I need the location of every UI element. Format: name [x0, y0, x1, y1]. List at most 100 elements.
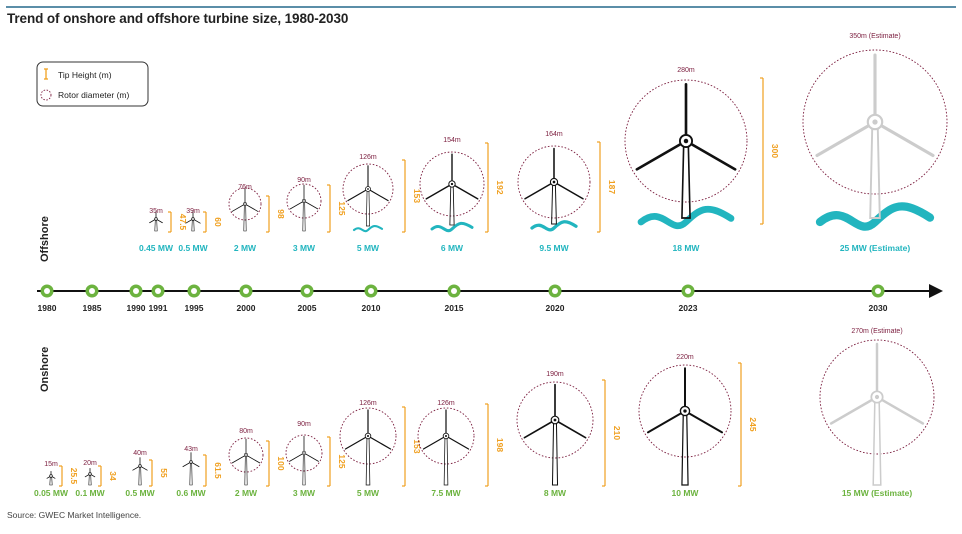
- rotor-diameter-label: 126m: [359, 154, 377, 161]
- wave-icon: [430, 221, 474, 233]
- tip-height-label: 198: [495, 438, 505, 452]
- hub-center: [366, 434, 370, 438]
- onshore-turbine-10: 270m (Estimate) 15 MW (Estimate): [819, 328, 935, 498]
- tip-height-marker: 245: [738, 362, 758, 487]
- tower: [872, 396, 882, 486]
- timeline-year-label: 2015: [445, 303, 464, 313]
- tip-height-label: 245: [748, 417, 758, 431]
- rotor-diameter-label: 90m: [297, 177, 311, 184]
- tip-height-marker: 55: [149, 459, 169, 487]
- offshore-section-label: Offshore: [39, 216, 51, 262]
- rotor-diameter-label: 15m: [44, 461, 58, 468]
- rotor-diameter-label: 90m: [297, 421, 311, 428]
- tower: [365, 435, 371, 486]
- onshore-turbine-2: 40m 55 0.5 MW: [125, 450, 169, 498]
- rotor-circle: [286, 183, 322, 219]
- hub-center: [303, 200, 305, 202]
- tower: [138, 465, 142, 486]
- blade: [646, 410, 686, 434]
- capacity-label: 0.5 MW: [125, 488, 155, 498]
- offshore-turbine-7: 280m 300 18 MW: [624, 67, 780, 253]
- hub-center: [303, 452, 305, 454]
- top-rule: [6, 6, 956, 8]
- rotor-circle: [417, 407, 475, 465]
- tower: [681, 410, 689, 486]
- onshore-turbine-9: 220m 245 10 MW: [638, 354, 758, 498]
- capacity-label: 5 MW: [357, 488, 380, 498]
- rotor-diameter-label: 126m: [359, 400, 377, 407]
- capacity-label: 0.5 MW: [178, 243, 208, 253]
- rotor-diameter-label: 126m: [437, 400, 455, 407]
- hub-center: [444, 434, 448, 438]
- capacity-label: 2 MW: [235, 488, 258, 498]
- timeline-node-center: [368, 288, 374, 294]
- hub-center: [89, 473, 91, 475]
- timeline-node-center: [451, 288, 457, 294]
- hub-center: [139, 465, 141, 467]
- tip-height-label: 210: [612, 426, 622, 440]
- tip-height-marker: 210: [602, 379, 622, 487]
- timeline-year-label: 1995: [185, 303, 204, 313]
- tower: [681, 140, 691, 219]
- legend: Tip Height (m) Rotor diameter (m): [36, 61, 149, 107]
- tip-height-label: 55: [159, 468, 169, 478]
- hub-center: [874, 394, 880, 400]
- timeline-node-center: [155, 288, 161, 294]
- onshore-turbine-6: 126m 153 5 MW: [339, 400, 422, 498]
- timeline-year-label: 1985: [83, 303, 102, 313]
- offshore-turbine-0: 35m 47.5 0.45 MW: [139, 208, 188, 253]
- rotor-diameter-label: 164m: [545, 131, 563, 138]
- rotor-diameter-legend-icon: [40, 89, 52, 101]
- tower: [443, 435, 449, 486]
- legend-box: [36, 61, 149, 107]
- capacity-label: 6 MW: [441, 243, 464, 253]
- tip-height-label: 25.5: [69, 468, 79, 485]
- timeline-year-label: 1990: [127, 303, 146, 313]
- onshore-turbine-8: 190m 210 8 MW: [516, 371, 622, 498]
- tip-height-label: 47.5: [178, 214, 188, 231]
- legend-tip-height-label: Tip Height (m): [58, 70, 112, 80]
- tip-height-label: 60: [213, 217, 223, 227]
- tip-height-label: 153: [412, 439, 422, 453]
- hub-center: [192, 218, 194, 220]
- tower: [302, 452, 306, 486]
- tip-height-marker: 61.5: [203, 454, 223, 487]
- tower: [244, 454, 248, 486]
- hub-center: [50, 475, 52, 477]
- tip-height-label: 192: [495, 180, 505, 194]
- hub-center: [245, 454, 247, 456]
- timeline-year-label: 2010: [362, 303, 381, 313]
- wave-icon: [352, 225, 384, 233]
- offshore-turbine-8: 350m (Estimate) 25 MW (Estimate): [802, 33, 948, 253]
- page-title: Trend of onshore and offshore turbine si…: [7, 11, 349, 26]
- capacity-label: 15 MW (Estimate): [842, 488, 913, 498]
- hub-center: [552, 180, 556, 184]
- tip-height-label: 61.5: [213, 462, 223, 479]
- hub-center: [155, 218, 157, 220]
- rotor-diameter-label: 43m: [184, 446, 198, 453]
- tip-height-marker: 187: [597, 141, 617, 233]
- timeline-node-center: [304, 288, 310, 294]
- timeline-node-center: [133, 288, 139, 294]
- blade: [231, 454, 247, 464]
- blade: [524, 181, 555, 200]
- hub-center: [190, 461, 192, 463]
- timeline-year-label: 2000: [237, 303, 256, 313]
- blade: [875, 395, 925, 425]
- tip-height-marker: 25.5: [59, 465, 79, 487]
- tower: [154, 218, 158, 232]
- timeline-node-center: [44, 288, 50, 294]
- blade: [553, 181, 584, 200]
- capacity-label: 3 MW: [293, 488, 316, 498]
- timeline-node-center: [191, 288, 197, 294]
- hub-center: [683, 138, 689, 144]
- rotor-circle: [228, 437, 264, 473]
- blade: [344, 435, 369, 450]
- blade: [635, 139, 688, 171]
- capacity-label: 8 MW: [544, 488, 567, 498]
- offshore-turbine-2: 76m 98 2 MW: [228, 184, 286, 253]
- capacity-label: 10 MW: [672, 488, 700, 498]
- capacity-label: 0.05 MW: [34, 488, 69, 498]
- timeline-node-center: [89, 288, 95, 294]
- blade: [367, 435, 392, 450]
